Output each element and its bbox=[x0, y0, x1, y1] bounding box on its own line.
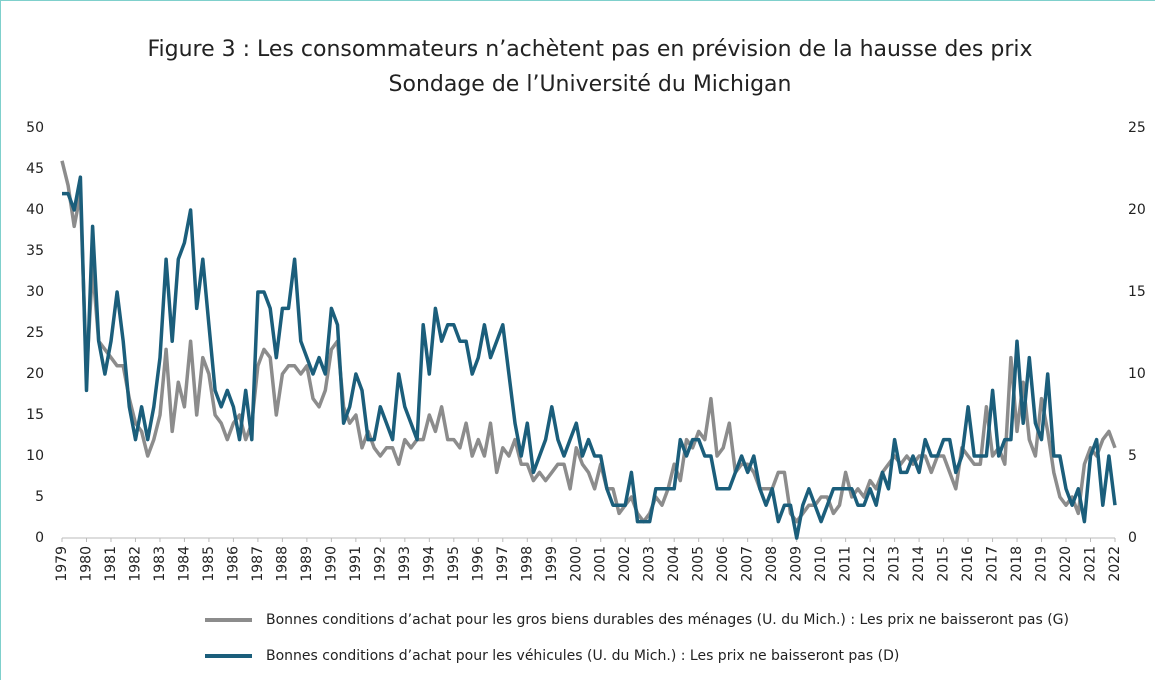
x-tick-label: 2003 bbox=[642, 546, 658, 582]
x-tick-label: 1996 bbox=[470, 546, 486, 582]
y2-tick-label: 15 bbox=[1128, 284, 1146, 300]
chart-subtitle: Sondage de l’Université du Michigan bbox=[389, 72, 792, 97]
x-tick-label: 2022 bbox=[1107, 546, 1123, 582]
x-tick-label: 1989 bbox=[299, 546, 315, 582]
x-tick-label: 1995 bbox=[446, 546, 462, 582]
x-tick-label: 2020 bbox=[1058, 546, 1074, 582]
x-tick-label: 2009 bbox=[789, 546, 805, 582]
series-line bbox=[60, 160, 1117, 524]
x-tick-label: 2012 bbox=[862, 546, 878, 582]
x-tick-label: 2017 bbox=[985, 546, 1001, 582]
y-tick-label: 20 bbox=[26, 366, 44, 382]
y-tick-label: 10 bbox=[26, 448, 44, 464]
x-tick-label: 2008 bbox=[764, 546, 780, 582]
y2-tick-label: 10 bbox=[1128, 366, 1146, 382]
y-tick-label: 40 bbox=[26, 202, 44, 218]
x-tick-label: 2000 bbox=[568, 546, 584, 582]
x-tick-label: 1999 bbox=[544, 546, 560, 582]
x-tick-label: 2002 bbox=[617, 546, 633, 582]
y-tick-label: 0 bbox=[35, 530, 44, 546]
y2-tick-label: 25 bbox=[1128, 120, 1146, 136]
x-tick-label: 1988 bbox=[274, 546, 290, 582]
y2-tick-label: 5 bbox=[1128, 448, 1137, 464]
x-tick-label: 1985 bbox=[201, 546, 217, 582]
x-tick-label: 1984 bbox=[176, 546, 192, 582]
x-tick-label: 2013 bbox=[887, 546, 903, 582]
x-tick-label: 1979 bbox=[54, 546, 70, 582]
y-tick-label: 25 bbox=[26, 325, 44, 341]
x-tick-label: 2001 bbox=[593, 546, 609, 582]
x-tick-label: 2006 bbox=[715, 546, 731, 582]
legend-label: Bonnes conditions d’achat pour les gros … bbox=[266, 612, 1069, 628]
x-tick-label: 2015 bbox=[936, 546, 952, 582]
series-line bbox=[62, 175, 1117, 540]
y-tick-label: 5 bbox=[35, 489, 44, 505]
x-tick-label: 1992 bbox=[372, 546, 388, 582]
x-tick-label: 1990 bbox=[323, 546, 339, 582]
legend-label: Bonnes conditions d’achat pour les véhic… bbox=[266, 648, 899, 664]
x-tick-label: 2011 bbox=[838, 546, 854, 582]
x-tick-label: 2010 bbox=[813, 546, 829, 582]
x-tick-label: 1982 bbox=[127, 546, 143, 582]
x-tick-label: 1993 bbox=[397, 546, 413, 582]
x-tick-label: 2014 bbox=[911, 546, 927, 582]
x-tick-label: 1991 bbox=[348, 546, 364, 582]
x-tick-label: 1998 bbox=[519, 546, 535, 582]
x-tick-label: 2016 bbox=[960, 546, 976, 582]
x-tick-label: 2004 bbox=[666, 546, 682, 582]
x-tick-label: 1994 bbox=[421, 546, 437, 582]
chart-title: Figure 3 : Les consommateurs n’achètent … bbox=[147, 37, 1032, 62]
y-tick-label: 35 bbox=[26, 243, 44, 259]
x-tick-label: 2019 bbox=[1034, 546, 1050, 582]
y-tick-label: 45 bbox=[26, 161, 44, 177]
x-tick-label: 1980 bbox=[78, 546, 94, 582]
y-tick-label: 30 bbox=[26, 284, 44, 300]
y2-tick-label: 20 bbox=[1128, 202, 1146, 218]
x-tick-label: 2018 bbox=[1009, 546, 1025, 582]
x-tick-label: 1981 bbox=[103, 546, 119, 582]
x-tick-label: 1997 bbox=[495, 546, 511, 582]
x-tick-label: 1987 bbox=[250, 546, 266, 582]
x-tick-label: 2005 bbox=[691, 546, 707, 582]
y2-tick-label: 0 bbox=[1128, 530, 1137, 546]
x-tick-label: 1986 bbox=[225, 546, 241, 582]
x-tick-label: 1983 bbox=[152, 546, 168, 582]
y-tick-label: 50 bbox=[26, 120, 44, 136]
x-tick-label: 2007 bbox=[740, 546, 756, 582]
y-tick-label: 15 bbox=[26, 407, 44, 423]
x-tick-label: 2021 bbox=[1083, 546, 1099, 582]
